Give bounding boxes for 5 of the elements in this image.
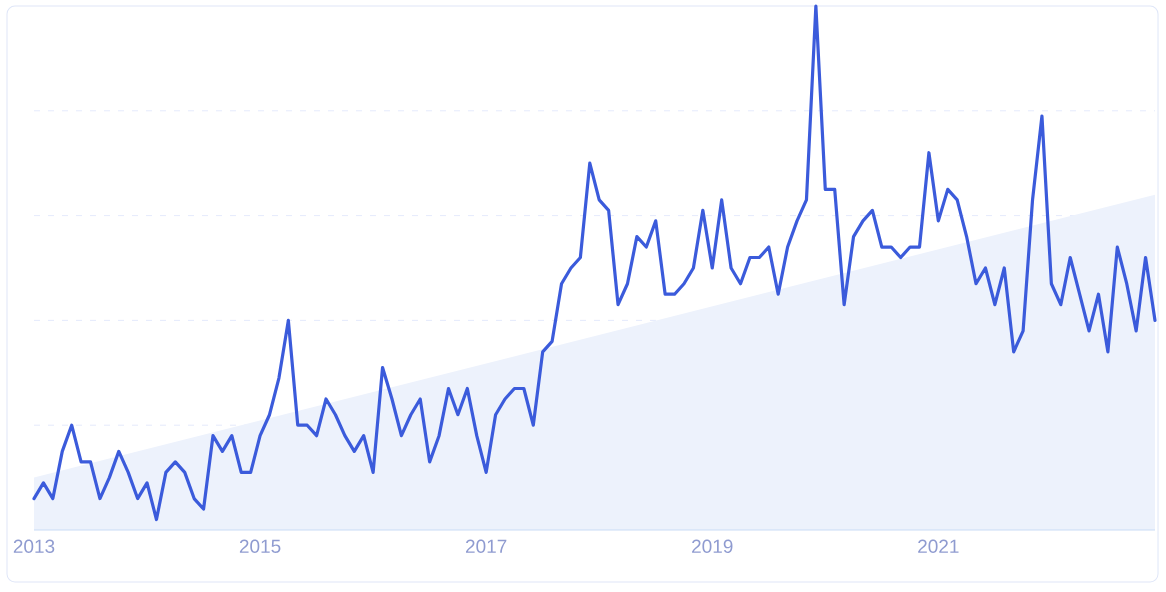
x-tick-label: 2015 (239, 539, 281, 553)
x-tick-label: 2019 (692, 539, 733, 553)
x-tick-label: 2021 (918, 539, 959, 553)
x-tick-label: 2017 (465, 539, 507, 553)
x-tick-label: 2013 (13, 539, 55, 553)
